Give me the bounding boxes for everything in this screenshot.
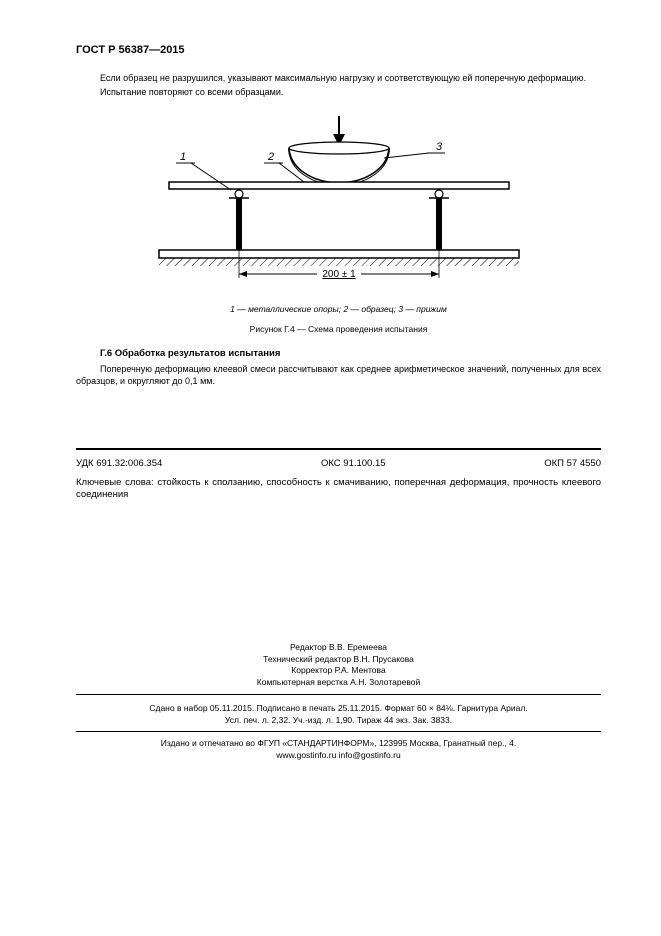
paragraph-2: Испытание повторяют со всеми образцами. [76, 86, 601, 98]
classification-codes: УДК 691.32:006.354 ОКС 91.100.15 ОКП 57 … [76, 458, 601, 469]
udk-code: УДК 691.32:006.354 [76, 458, 162, 469]
section-g6-para: Поперечную деформацию клеевой смеси расс… [76, 363, 601, 387]
figure-caption: Рисунок Г.4 — Схема проведения испытания [76, 324, 601, 334]
publisher-contacts: www.gostinfo.ru info@gostinfo.ru [76, 750, 601, 761]
doc-header: ГОСТ Р 56387—2015 [76, 44, 601, 56]
divider-thin-2 [76, 731, 601, 732]
print-info-2: Усл. печ. л. 2,32. Уч.-изд. л. 1,90. Тир… [76, 715, 601, 725]
divider-thin-1 [76, 694, 601, 695]
print-info-1: Сдано в набор 05.11.2015. Подписано в пе… [76, 703, 601, 713]
editor-credit: Редактор В.В. Еремеева [76, 642, 601, 653]
label-2: 2 [266, 151, 273, 163]
publisher-block: Издано и отпечатано во ФГУП «СТАНДАРТИНФ… [76, 738, 601, 761]
keywords: Ключевые слова: стойкость к сползанию, с… [76, 477, 601, 503]
corrector-credit: Корректор Р.А. Ментова [76, 665, 601, 676]
tech-editor-credit: Технический редактор В.Н. Прусакова [76, 654, 601, 665]
label-3: 3 [435, 141, 442, 153]
test-diagram: 200 ± 1 1 2 3 [129, 108, 549, 298]
divider-thick [76, 448, 601, 450]
oks-code: ОКС 91.100.15 [321, 458, 386, 469]
credits-block: Редактор В.В. Еремеева Технический редак… [76, 642, 601, 688]
paragraph-1: Если образец не разрушился, указывают ма… [76, 72, 601, 84]
layout-credit: Компьютерная верстка А.Н. Золотаревой [76, 677, 601, 688]
okp-code: ОКП 57 4550 [544, 458, 601, 469]
dimension-label: 200 ± 1 [322, 269, 356, 280]
publisher-address: Издано и отпечатано во ФГУП «СТАНДАРТИНФ… [76, 738, 601, 749]
label-1: 1 [179, 151, 185, 163]
figure-legend: 1 — металлические опоры; 2 — образец; 3 … [76, 304, 601, 314]
section-g6-title: Г.6 Обработка результатов испытания [76, 348, 601, 359]
